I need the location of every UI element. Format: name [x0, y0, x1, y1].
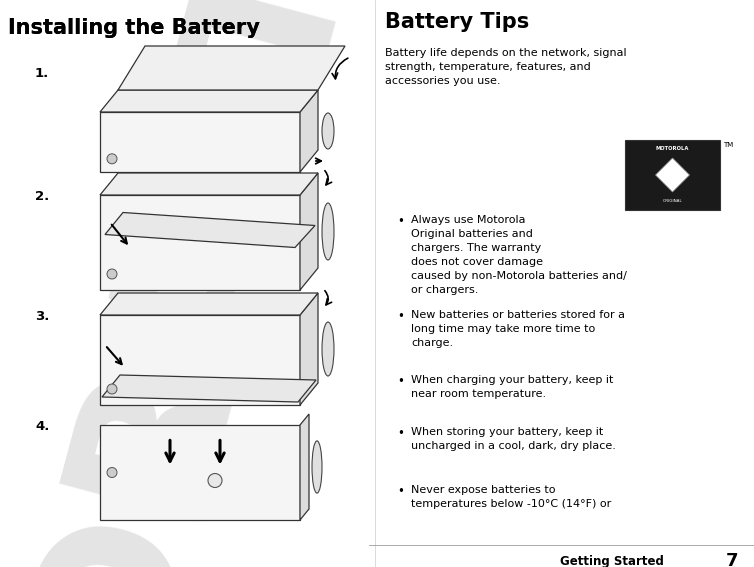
Text: 1.: 1.	[35, 67, 49, 80]
Polygon shape	[105, 213, 315, 248]
Text: 4.: 4.	[35, 420, 49, 433]
Circle shape	[107, 269, 117, 279]
Text: 7: 7	[725, 552, 738, 567]
Text: ORIGINAL: ORIGINAL	[663, 199, 682, 203]
Ellipse shape	[322, 113, 334, 149]
Text: New batteries or batteries stored for a
long time may take more time to
charge.: New batteries or batteries stored for a …	[411, 310, 625, 348]
Circle shape	[208, 473, 222, 488]
Ellipse shape	[322, 203, 334, 260]
Polygon shape	[100, 315, 300, 405]
Polygon shape	[100, 90, 318, 112]
Text: MOTOROLA: MOTOROLA	[656, 146, 689, 151]
Text: TM: TM	[723, 142, 733, 148]
Text: Battery life depends on the network, signal
strength, temperature, features, and: Battery life depends on the network, sig…	[385, 48, 627, 86]
Text: DRAFT: DRAFT	[0, 0, 377, 567]
Ellipse shape	[312, 441, 322, 493]
Polygon shape	[100, 112, 300, 172]
Text: •: •	[397, 375, 404, 388]
Text: When storing your battery, keep it
uncharged in a cool, dark, dry place.: When storing your battery, keep it uncha…	[411, 427, 616, 451]
Circle shape	[107, 154, 117, 164]
Polygon shape	[300, 414, 309, 520]
Text: •: •	[397, 427, 404, 440]
Polygon shape	[100, 425, 300, 520]
Polygon shape	[655, 158, 689, 192]
Circle shape	[107, 384, 117, 394]
Polygon shape	[102, 375, 316, 402]
Text: •: •	[397, 215, 404, 228]
Text: 2.: 2.	[35, 190, 49, 203]
Polygon shape	[100, 173, 318, 195]
Bar	[625, 140, 720, 210]
Text: •: •	[397, 485, 404, 498]
Text: Always use Motorola
Original batteries and
chargers. The warranty
does not cover: Always use Motorola Original batteries a…	[411, 215, 627, 295]
Text: Never expose batteries to
temperatures below -10°C (14°F) or: Never expose batteries to temperatures b…	[411, 485, 611, 509]
Text: Getting Started: Getting Started	[560, 555, 664, 567]
Polygon shape	[100, 195, 300, 290]
Text: When charging your battery, keep it
near room temperature.: When charging your battery, keep it near…	[411, 375, 613, 399]
Text: Installing the Battery: Installing the Battery	[8, 18, 260, 38]
Text: Battery Tips: Battery Tips	[385, 12, 529, 32]
Circle shape	[107, 468, 117, 477]
Polygon shape	[118, 46, 345, 90]
Text: Installing the Battery: Installing the Battery	[8, 18, 260, 38]
Polygon shape	[300, 173, 318, 290]
Polygon shape	[100, 293, 318, 315]
Polygon shape	[300, 293, 318, 405]
Text: 3.: 3.	[35, 310, 49, 323]
Ellipse shape	[322, 322, 334, 376]
Text: •: •	[397, 310, 404, 323]
Polygon shape	[300, 90, 318, 172]
